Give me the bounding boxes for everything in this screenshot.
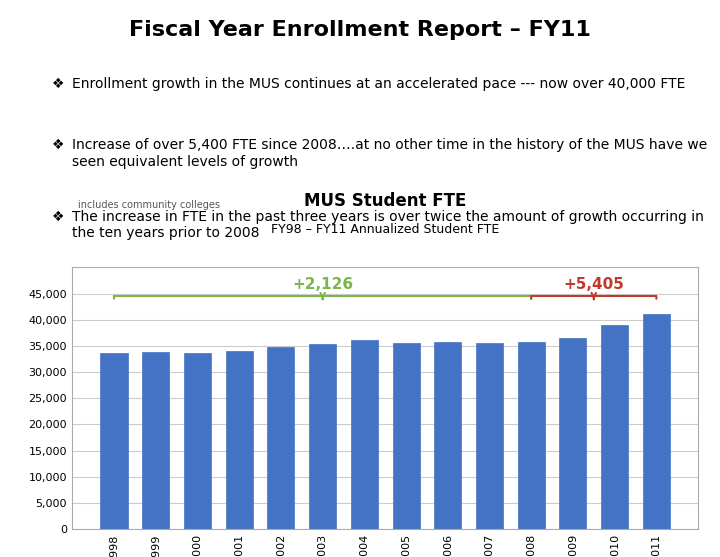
Text: Enrollment growth in the MUS continues at an accelerated pace --- now over 40,00: Enrollment growth in the MUS continues a… — [72, 77, 685, 91]
Bar — [392, 343, 420, 529]
Text: +5,405: +5,405 — [563, 277, 624, 292]
Text: +2,126: +2,126 — [292, 277, 354, 292]
Bar — [101, 353, 127, 529]
Bar — [518, 342, 545, 529]
Text: ❖: ❖ — [53, 77, 65, 91]
Text: Fiscal Year Enrollment Report – FY11: Fiscal Year Enrollment Report – FY11 — [129, 21, 591, 41]
Bar — [351, 340, 378, 529]
Text: ❖: ❖ — [53, 138, 65, 153]
Bar — [601, 325, 629, 529]
Bar — [559, 338, 587, 529]
Text: FY98 – FY11 Annualized Student FTE: FY98 – FY11 Annualized Student FTE — [271, 223, 500, 236]
Bar — [309, 344, 336, 529]
Text: includes community colleges: includes community colleges — [78, 200, 220, 210]
Bar — [267, 348, 294, 529]
Bar — [476, 343, 503, 529]
Bar — [142, 352, 169, 529]
Bar — [225, 351, 253, 529]
Bar — [184, 353, 211, 529]
Text: MUS Student FTE: MUS Student FTE — [304, 192, 467, 210]
Text: Increase of over 5,400 FTE since 2008….at no other time in the history of the MU: Increase of over 5,400 FTE since 2008….a… — [72, 138, 707, 169]
Bar — [434, 342, 462, 529]
Text: The increase in FTE in the past three years is over twice the amount of growth o: The increase in FTE in the past three ye… — [72, 210, 704, 240]
Bar — [643, 314, 670, 529]
Text: ❖: ❖ — [53, 210, 65, 224]
